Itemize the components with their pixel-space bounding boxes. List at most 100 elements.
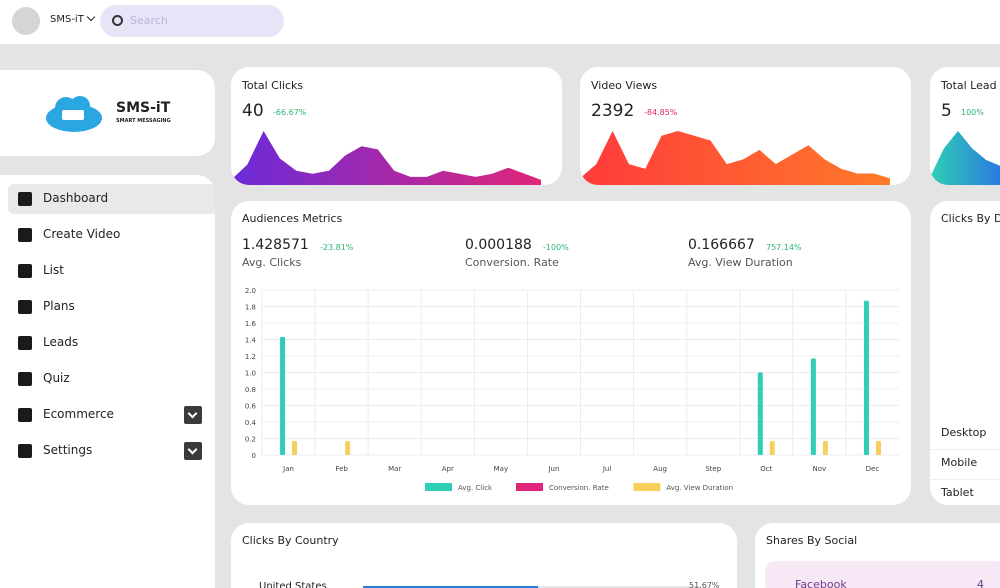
y-tick-label: 1.8 bbox=[245, 304, 256, 312]
menu-label: Plans bbox=[43, 299, 75, 313]
menu-icon bbox=[18, 192, 32, 206]
search-box[interactable]: Search bbox=[100, 5, 284, 37]
country-card: Clicks By Country United States 51.67% bbox=[231, 523, 737, 588]
social-row: Facebook 4 bbox=[765, 561, 1000, 588]
menu-item[interactable]: Create Video bbox=[8, 220, 215, 250]
menu-card bbox=[0, 175, 215, 588]
y-tick-label: 2.0 bbox=[245, 287, 256, 295]
x-tick-label: Aug bbox=[653, 465, 667, 473]
user-name[interactable]: SMS-iT bbox=[50, 14, 84, 25]
sparkline bbox=[231, 131, 541, 185]
divider bbox=[930, 479, 1000, 480]
card-title: Audiences Metrics bbox=[242, 212, 343, 225]
top-bar: SMS-iT Search bbox=[0, 0, 1000, 44]
menu-label: Settings bbox=[43, 443, 93, 457]
stat-card: Video Views 2392 -84.85% bbox=[580, 67, 911, 185]
y-tick-label: 1.4 bbox=[245, 337, 257, 345]
x-tick-label: Apr bbox=[442, 465, 454, 473]
menu-icon bbox=[18, 372, 32, 386]
menu-item[interactable]: Plans bbox=[8, 292, 215, 322]
menu-item[interactable]: Leads bbox=[8, 328, 215, 358]
menu-item[interactable]: Settings bbox=[8, 436, 215, 466]
bar bbox=[810, 358, 816, 455]
card-title: Total Clicks bbox=[242, 79, 304, 92]
menu-icon bbox=[18, 300, 32, 314]
menu-icon bbox=[18, 228, 32, 242]
legend-swatch bbox=[516, 483, 543, 491]
x-tick-label: Jun bbox=[547, 465, 559, 473]
search-icon bbox=[112, 15, 123, 26]
metric-value: 0.000188 bbox=[465, 237, 532, 253]
legend-label: Conversion. Rate bbox=[549, 484, 609, 492]
avatar[interactable] bbox=[12, 7, 40, 35]
card-title: Clicks By Country bbox=[242, 534, 339, 547]
legend-swatch bbox=[425, 483, 452, 491]
bar bbox=[280, 337, 286, 455]
y-tick-label: 0.6 bbox=[245, 403, 257, 411]
menu-item[interactable]: Dashboard bbox=[8, 184, 215, 214]
audience-card: Audiences Metrics 1.428571 -23.81% Avg. Cl… bbox=[231, 201, 911, 505]
card-title: Video Views bbox=[591, 79, 658, 92]
metric-label: Avg. Clicks bbox=[242, 256, 302, 269]
card-title: Shares By Social bbox=[766, 534, 858, 547]
device-label: Tablet bbox=[941, 486, 974, 499]
menu-icon bbox=[18, 336, 32, 350]
stat-card: Total Clicks 40 -66.67% bbox=[231, 67, 562, 185]
x-tick-label: Dec bbox=[866, 465, 880, 473]
country-percent: 51.67% bbox=[689, 581, 720, 588]
menu-item[interactable]: Ecommerce bbox=[8, 400, 215, 430]
menu-label: Create Video bbox=[43, 227, 121, 241]
card-value: 2392 bbox=[591, 101, 635, 121]
metric-change: 757.14% bbox=[766, 243, 802, 252]
y-tick-label: 0.8 bbox=[245, 386, 256, 394]
x-tick-label: Step bbox=[705, 465, 721, 473]
logo-tagline: SMART MESSAGING bbox=[116, 118, 171, 124]
device-card: Clicks By D Desktop Mobile Tablet bbox=[930, 201, 1000, 505]
card-change: 100% bbox=[961, 108, 984, 117]
x-tick-label: Nov bbox=[813, 465, 827, 473]
x-tick-label: May bbox=[494, 465, 508, 473]
legend-label: Avg. View Duration bbox=[666, 484, 733, 492]
social-card: Shares By Social Facebook 4 bbox=[755, 523, 1000, 588]
y-tick-label: 0.2 bbox=[245, 436, 256, 444]
metric-change: -100% bbox=[543, 243, 569, 252]
menu-label: Dashboard bbox=[43, 191, 109, 205]
dropdown-toggle[interactable] bbox=[184, 406, 202, 424]
menu-icon bbox=[18, 264, 32, 278]
y-tick-label: 1.2 bbox=[245, 353, 256, 361]
active-highlight bbox=[8, 184, 215, 214]
menu-label: List bbox=[43, 263, 64, 277]
bar bbox=[875, 440, 881, 455]
y-tick-label: 0.4 bbox=[245, 419, 257, 427]
menu-icon bbox=[18, 408, 32, 422]
x-tick-label: Feb bbox=[335, 465, 348, 473]
sparkline-area bbox=[580, 131, 890, 185]
x-tick-label: Jan bbox=[282, 465, 294, 473]
logo-cloud bbox=[46, 96, 102, 132]
menu-item[interactable]: List bbox=[8, 256, 215, 286]
search-placeholder: Search bbox=[130, 14, 168, 27]
metric-change: -23.81% bbox=[320, 243, 354, 252]
dropdown-toggle[interactable] bbox=[184, 442, 202, 460]
stat-card: Total Lead 5 100% bbox=[930, 67, 1000, 185]
bar bbox=[769, 440, 775, 455]
logo-text: SMS-iT bbox=[116, 100, 171, 116]
card-change: -66.67% bbox=[273, 108, 307, 117]
bar bbox=[292, 440, 298, 455]
menu-item[interactable]: Quiz bbox=[8, 364, 215, 394]
menu-icon bbox=[18, 444, 32, 458]
bar bbox=[345, 440, 351, 455]
x-tick-label: Mar bbox=[388, 465, 401, 473]
country-name: United States bbox=[259, 581, 327, 588]
y-tick-label: 1.0 bbox=[245, 370, 256, 378]
bar bbox=[757, 372, 763, 455]
bar bbox=[863, 300, 869, 455]
divider bbox=[930, 449, 1000, 450]
logo-card: SMS-iT SMART MESSAGING bbox=[0, 70, 215, 156]
menu-label: Ecommerce bbox=[43, 407, 114, 421]
bar bbox=[822, 440, 828, 455]
card-change: -84.85% bbox=[644, 108, 678, 117]
metric-value: 1.428571 bbox=[242, 237, 309, 253]
y-tick-label: 1.6 bbox=[245, 320, 257, 328]
progress-bar bbox=[363, 586, 538, 588]
